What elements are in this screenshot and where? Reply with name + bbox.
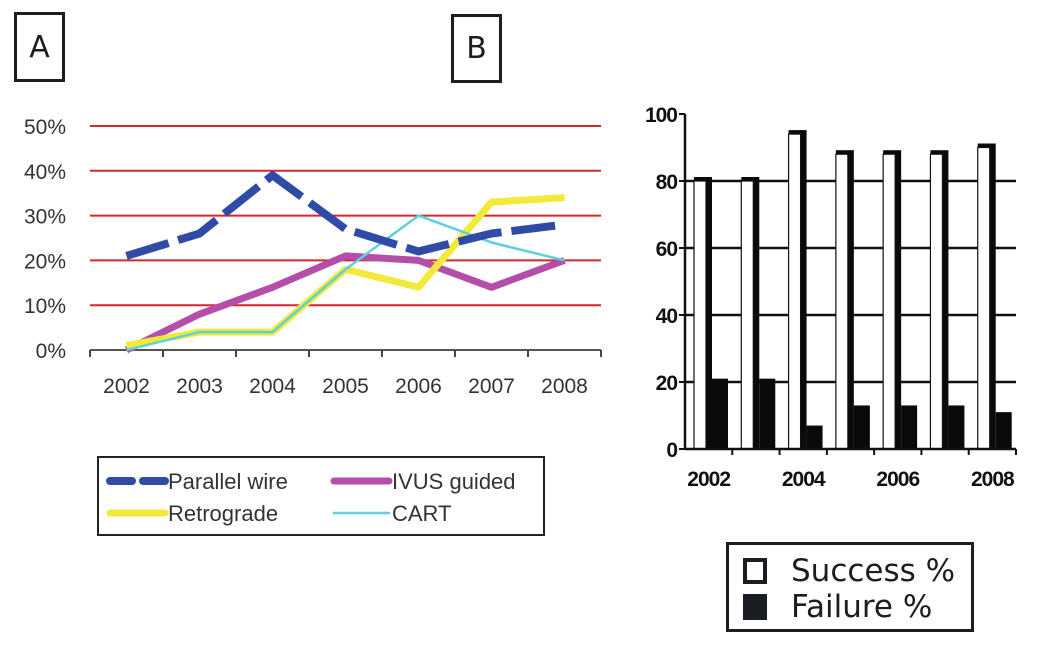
x-tick-label: 2002 <box>103 375 150 398</box>
series-line-retrograde <box>125 194 565 349</box>
panel-b-label: B <box>451 14 502 83</box>
x-tick-label: 2004 <box>249 375 296 398</box>
y-tick-label: 0% <box>36 340 66 363</box>
chart-b-legend: Success % Failure % <box>726 542 974 632</box>
chart-a-legend <box>97 456 545 536</box>
legend-item-failure: Failure % <box>743 589 932 625</box>
x-tick-label: 2007 <box>468 375 515 398</box>
y-tick-label: 40% <box>24 161 66 184</box>
legend-label: Parallel wire <box>168 469 288 494</box>
x-tick-label: 2005 <box>322 375 369 398</box>
y-tick-label: 30% <box>24 206 66 229</box>
legend-label: IVUS guided <box>392 469 516 494</box>
legend-label: Retrograde <box>168 501 278 526</box>
x-tick-label: 2008 <box>541 375 588 398</box>
legend-label-success: Success % <box>791 553 956 589</box>
y-tick-label: 20% <box>24 250 66 273</box>
y-tick-label: 10% <box>24 295 66 318</box>
panel-a-label: A <box>14 12 65 82</box>
failure-swatch-icon <box>743 594 767 620</box>
x-tick-label: 2003 <box>176 375 223 398</box>
y-tick-label: 50% <box>24 116 66 139</box>
success-swatch-icon <box>743 558 767 584</box>
legend-item-success: Success % <box>743 553 955 589</box>
x-tick-label: 2006 <box>395 375 442 398</box>
legend-label-failure: Failure % <box>791 589 933 625</box>
legend-label: CART <box>392 501 452 526</box>
